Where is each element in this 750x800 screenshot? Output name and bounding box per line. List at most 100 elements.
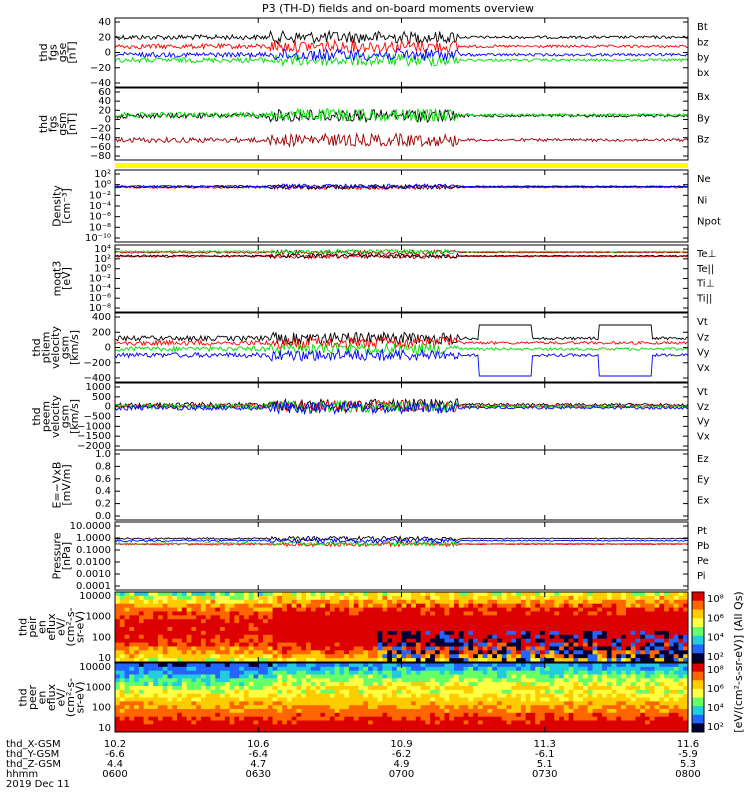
colorbar-bottom	[691, 662, 705, 733]
spectrogram-cell	[425, 716, 431, 721]
spectrogram-cell	[497, 619, 503, 624]
spectrogram-cell	[334, 674, 340, 679]
spectrogram-cell	[153, 712, 159, 718]
spectrogram-cell	[602, 720, 608, 725]
spectrogram-cell	[344, 638, 350, 643]
spectrogram-cell	[234, 728, 240, 732]
spectrogram-cell	[334, 689, 340, 695]
spectrogram-cell	[554, 705, 560, 710]
spectrogram-cell	[506, 650, 512, 655]
spectrogram-cell	[439, 627, 445, 632]
spectrogram-cell	[401, 627, 407, 632]
spectrogram-cell	[621, 607, 627, 612]
spectrogram-cell	[186, 682, 192, 687]
spectrogram-cell	[334, 599, 340, 605]
spectrogram-cell	[630, 634, 636, 640]
spectrogram-cell	[248, 654, 254, 659]
spectrogram-cell	[310, 592, 316, 597]
spectrogram-cell	[501, 689, 507, 695]
spectrogram-cell	[363, 623, 369, 628]
spectrogram-cell	[492, 611, 498, 616]
spectrogram-cell	[143, 689, 149, 695]
spectrogram-cell	[578, 607, 584, 612]
spectrogram-cell	[449, 634, 455, 640]
spectrogram-cell	[401, 709, 407, 714]
spectrogram-cell	[635, 674, 641, 679]
spectrogram-cell	[597, 615, 603, 620]
spectrogram-cell	[544, 603, 550, 608]
spectrogram-cell	[487, 654, 493, 659]
spectrogram-cell	[473, 709, 479, 714]
spectrogram-cell	[315, 709, 321, 714]
spectrogram-cell	[157, 642, 164, 647]
spectrogram-cell	[616, 642, 622, 647]
spectrogram-cell	[277, 658, 283, 662]
spectrogram-cell	[635, 666, 641, 672]
spectrogram-cell	[186, 705, 192, 710]
spectrogram-cell	[162, 611, 168, 616]
spectrogram-cell	[659, 615, 665, 620]
spectrogram-cell	[210, 689, 216, 695]
spectrogram-cell	[372, 724, 379, 729]
spectrogram-cell	[263, 592, 269, 597]
spectrogram-cell	[334, 611, 340, 616]
spectrogram-cell	[482, 615, 488, 620]
spectrogram-cell	[282, 678, 288, 683]
spectrogram-cell	[463, 666, 469, 672]
spectrogram-cell	[277, 716, 283, 721]
spectrogram-cell	[635, 701, 641, 706]
spectrogram-cell	[544, 627, 550, 632]
spectrogram-cell	[129, 627, 135, 632]
spectrogram-cell	[353, 686, 359, 691]
spectrogram-cell	[625, 670, 632, 675]
spectrogram-cell	[358, 720, 364, 725]
spectrogram-cell	[215, 611, 221, 616]
spectrogram-cell	[215, 666, 221, 672]
spectrogram-cell	[425, 666, 431, 672]
spectrogram-cell	[391, 693, 398, 698]
panel-plot-area	[115, 663, 688, 732]
spectrogram-cell	[248, 658, 254, 662]
spectrogram-cell	[220, 630, 226, 636]
spectrogram-cell	[162, 724, 168, 729]
spectrogram-cell	[162, 689, 168, 695]
spectrogram-cell	[492, 689, 498, 695]
spectrogram-cell	[673, 599, 679, 605]
spectrogram-cell	[167, 670, 173, 675]
spectrogram-cell	[683, 599, 688, 605]
spectrogram-cell	[310, 728, 316, 732]
spectrogram-cell	[678, 630, 684, 636]
spectrogram-cell	[401, 611, 407, 616]
spectrogram-cell	[248, 724, 254, 729]
spectrogram-cell	[582, 654, 589, 659]
spectrogram-cell	[162, 607, 168, 612]
spectrogram-cell	[119, 689, 125, 695]
spectrogram-cell	[454, 670, 460, 675]
spectrogram-cell	[568, 678, 574, 683]
spectrogram-cell	[606, 674, 612, 679]
spectrogram-cell	[602, 611, 608, 616]
spectrogram-cell	[463, 724, 469, 729]
spectrogram-cell	[296, 678, 302, 683]
ytick-label: 0.0010	[76, 569, 111, 580]
spectrogram-cell	[544, 595, 550, 601]
spectrogram-cell	[511, 693, 517, 698]
spectrogram-cell	[210, 720, 216, 725]
spectrogram-cell	[363, 686, 369, 691]
spectrogram-cell	[358, 712, 364, 718]
spectrogram-cell	[549, 654, 555, 659]
spectrogram-cell	[415, 646, 421, 651]
spectrogram-cell	[172, 670, 178, 675]
spectrogram-cell	[506, 634, 512, 640]
ylabel-line: peir	[26, 616, 39, 638]
spectrogram-cell	[559, 634, 565, 640]
spectrogram-cell	[630, 712, 636, 718]
spectrogram-cell	[516, 642, 522, 647]
spectrogram-cell	[592, 634, 598, 640]
spectrogram-cell	[177, 595, 183, 601]
spectrogram-cell	[468, 701, 474, 706]
spectrogram-cell	[683, 658, 688, 662]
spectrogram-cell	[377, 615, 383, 620]
spectrogram-cell	[497, 697, 503, 702]
spectrogram-cell	[477, 693, 484, 698]
